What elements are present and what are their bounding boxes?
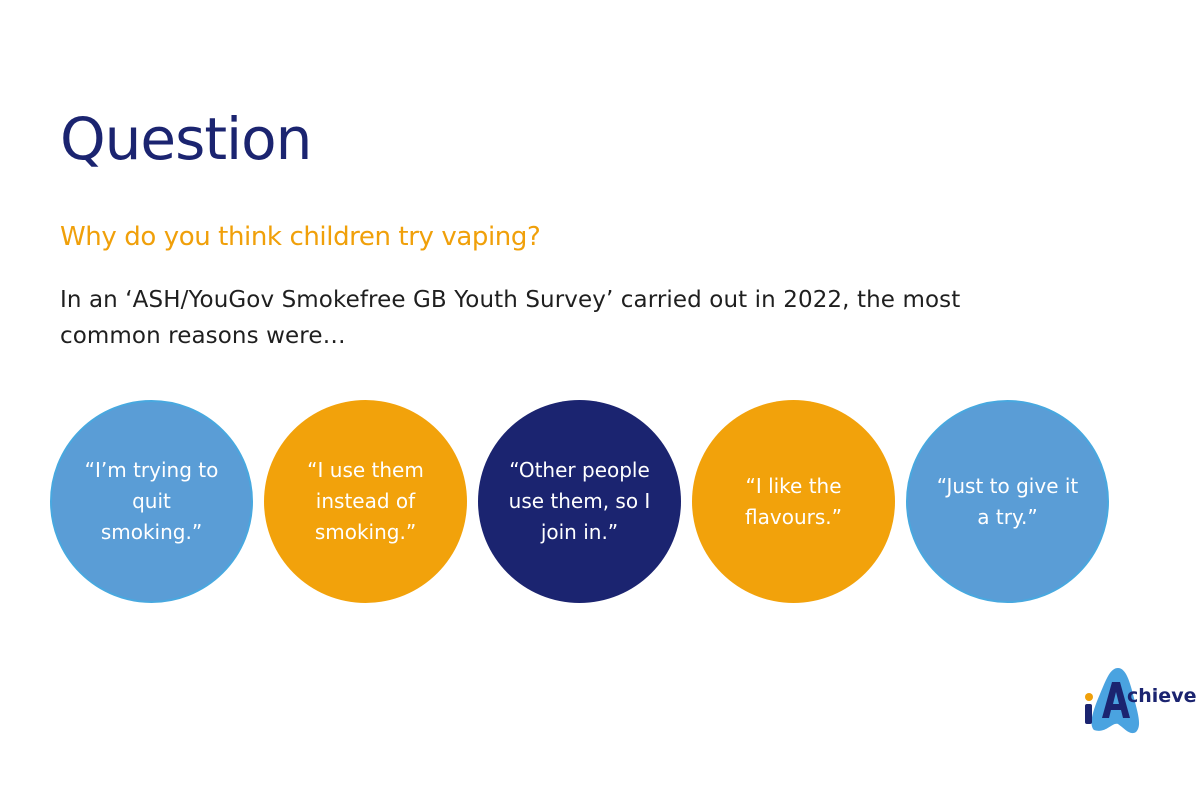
slide-body-text: In an ‘ASH/YouGov Smokefree GB Youth Sur… [60, 287, 961, 349]
reason-bubble-instead-of-smoking: “I use them instead of smoking.” [264, 400, 467, 603]
slide-subtitle: Why do you think children try vaping? [60, 222, 541, 252]
logo-a-letter [1102, 682, 1130, 718]
iachieve-logo: chieve [1085, 668, 1196, 734]
reason-bubble-quit-smoking: “I’m trying to quit smoking.” [50, 400, 253, 603]
reason-text: “I use them instead of smoking.” [307, 458, 424, 544]
logo-i-stem [1085, 704, 1092, 724]
reason-bubble-peer-influence: “Other people use them, so I join in.” [478, 400, 681, 603]
slide-title: Question [60, 105, 312, 173]
reason-text: “I like the flavours.” [745, 473, 842, 529]
reason-bubble-flavours: “I like the flavours.” [692, 400, 895, 603]
reason-text: “Just to give it a try.” [936, 473, 1079, 529]
reason-bubble-give-it-a-try: “Just to give it a try.” [906, 400, 1109, 603]
logo-wordmark: chieve [1127, 685, 1196, 707]
reason-text: “Other people use them, so I join in.” [508, 458, 651, 544]
logo-i-dot [1085, 693, 1093, 701]
reason-text: “I’m trying to quit smoking.” [84, 458, 219, 544]
